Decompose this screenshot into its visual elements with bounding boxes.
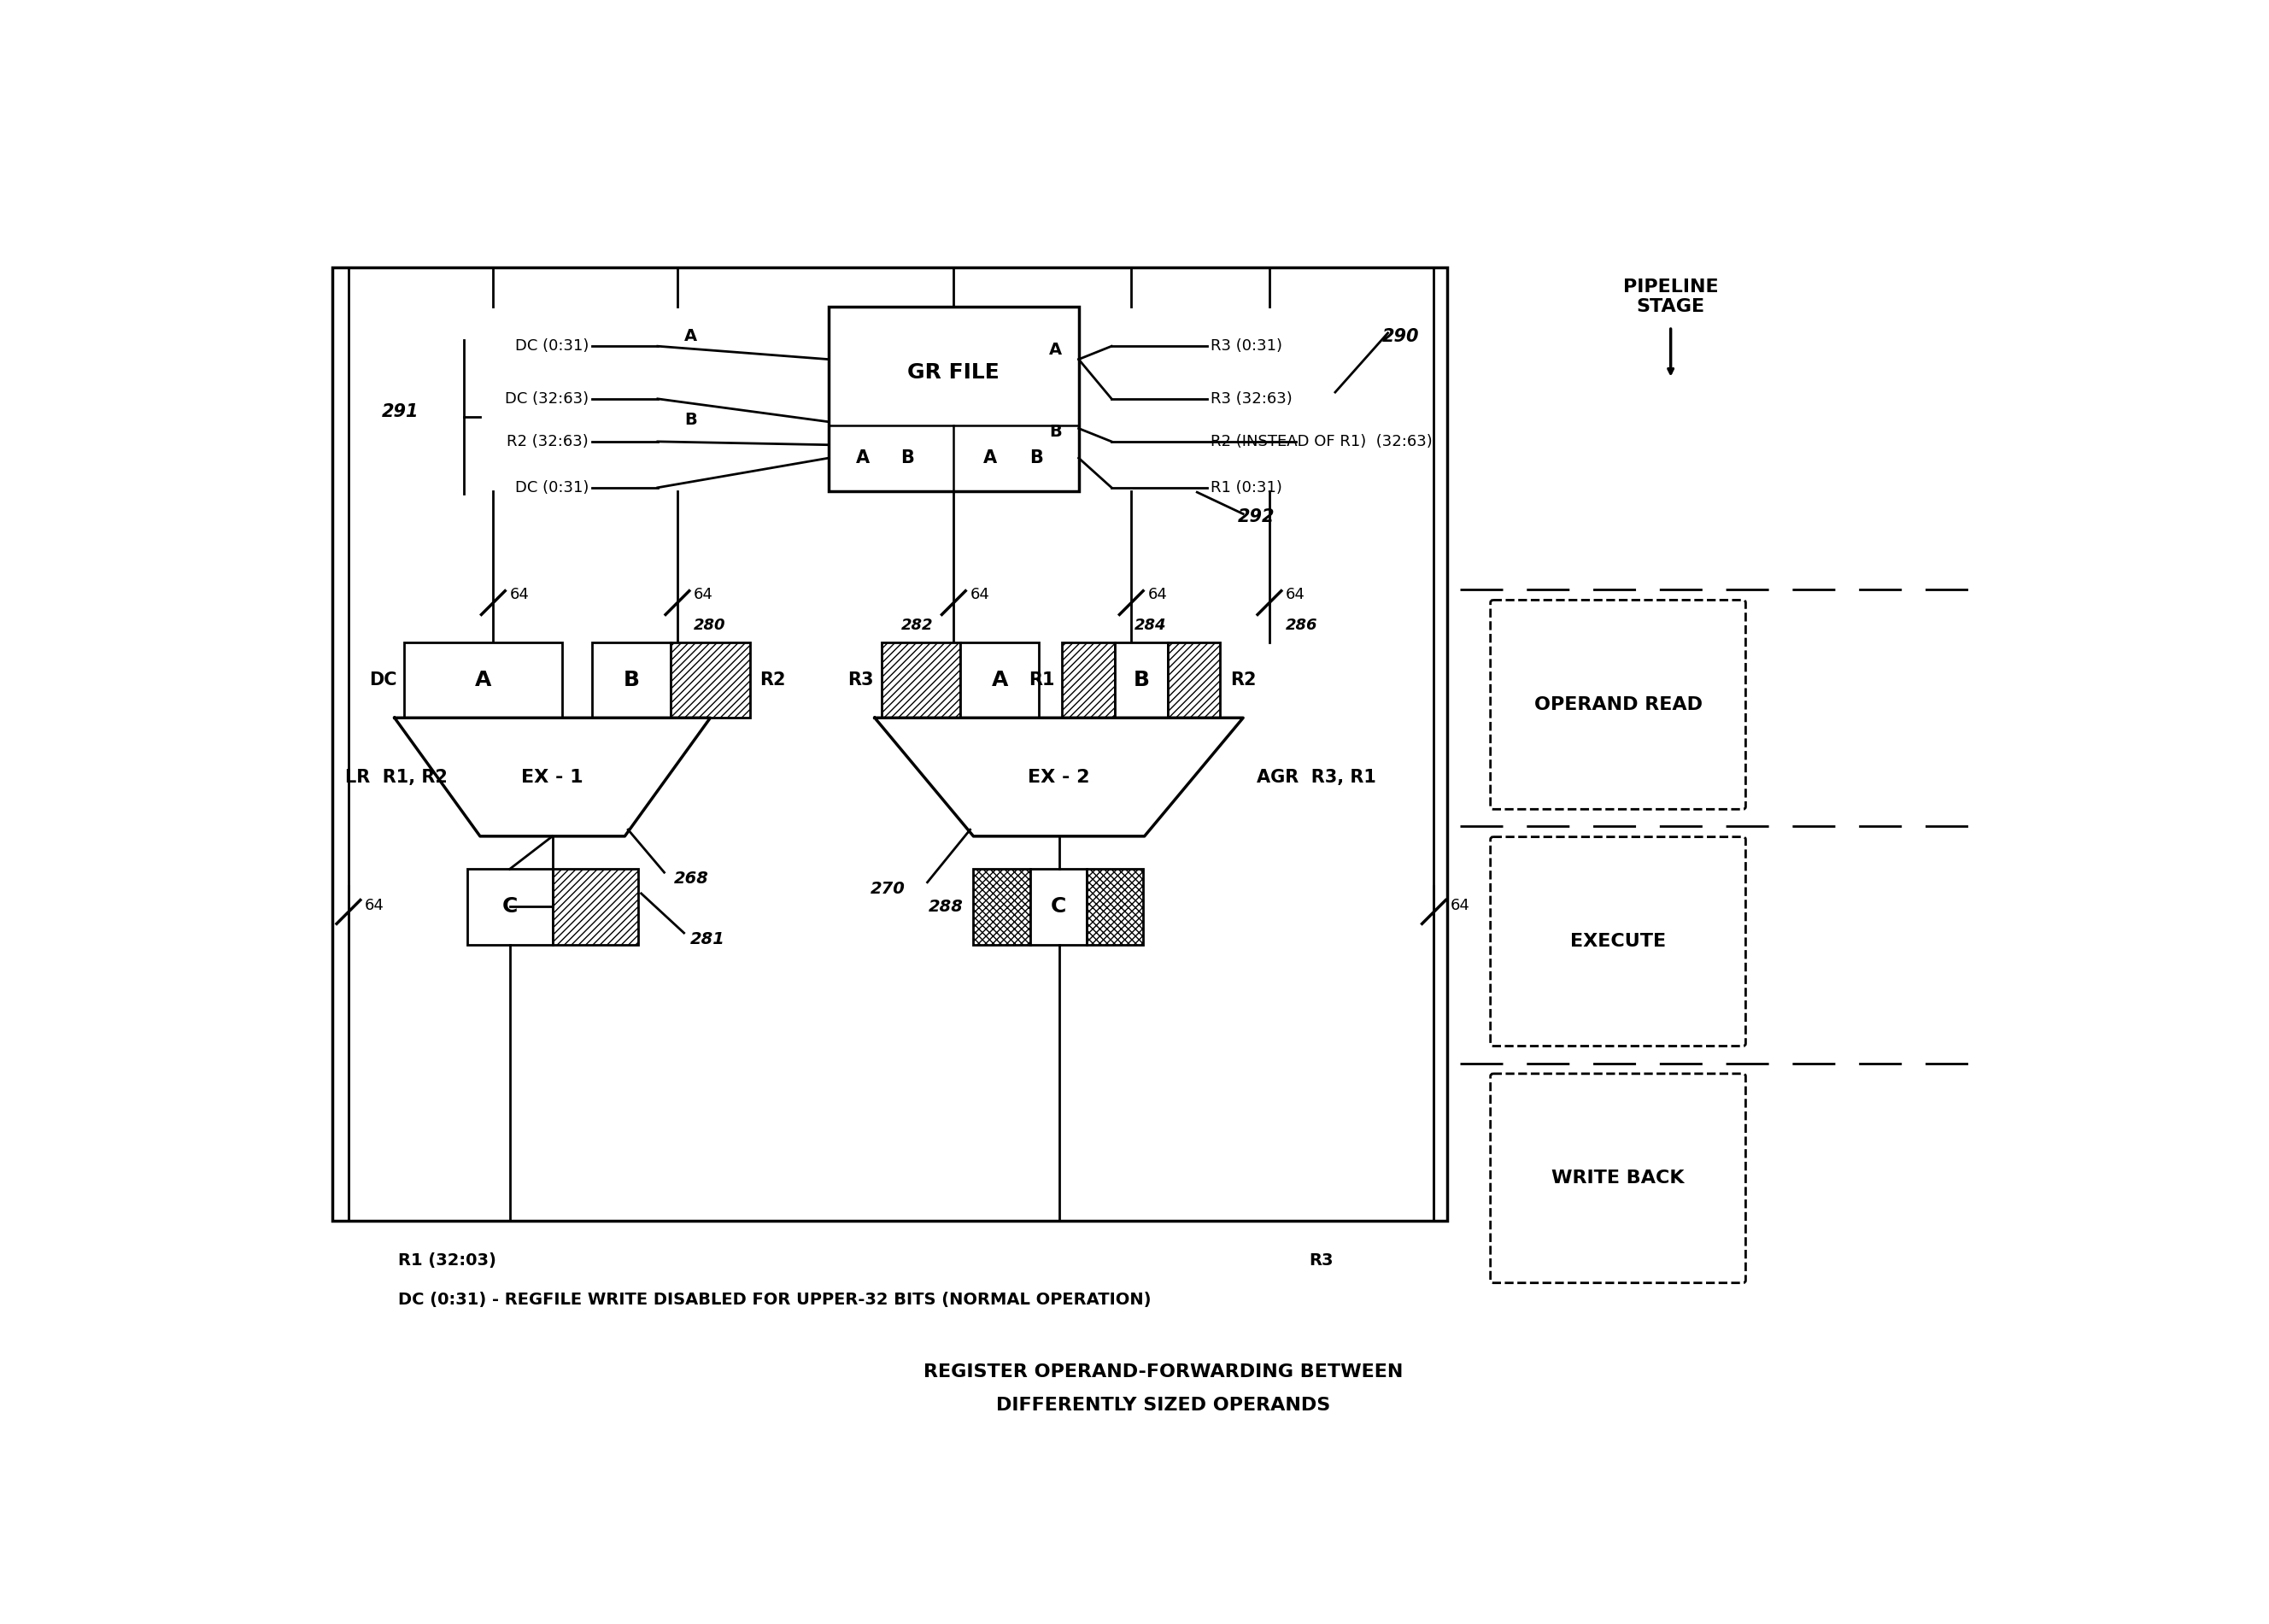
Text: 282: 282 (901, 619, 933, 633)
Bar (551, 869, 638, 945)
Text: 64: 64 (971, 588, 989, 603)
Text: DC: DC (370, 671, 397, 689)
Bar (1169, 641, 1221, 718)
Text: OPERAND READ: OPERAND READ (1534, 697, 1702, 713)
Text: EXECUTE: EXECUTE (1570, 932, 1665, 950)
Text: A: A (683, 328, 697, 344)
Text: 64: 64 (694, 588, 712, 603)
Text: 284: 284 (1134, 619, 1166, 633)
Text: R3: R3 (846, 671, 874, 689)
Text: EX - 1: EX - 1 (522, 768, 583, 786)
Text: B: B (624, 669, 640, 690)
Text: LR  R1, R2: LR R1, R2 (345, 768, 447, 786)
Text: C: C (501, 896, 517, 918)
Text: 64: 64 (1148, 588, 1166, 603)
Text: R2 (32:63): R2 (32:63) (506, 434, 588, 450)
Text: 292: 292 (1237, 508, 1275, 526)
Bar (1030, 869, 1087, 945)
Text: PIPELINE
STAGE: PIPELINE STAGE (1622, 278, 1718, 315)
FancyBboxPatch shape (1491, 1073, 1745, 1283)
Text: B: B (685, 412, 697, 429)
Text: 270: 270 (871, 880, 905, 896)
Bar (828, 307, 1078, 490)
Bar (1087, 869, 1144, 945)
Bar (880, 641, 960, 718)
Text: 280: 280 (694, 619, 726, 633)
Text: R2: R2 (760, 671, 785, 689)
Text: 64: 64 (1450, 898, 1470, 913)
Text: DC (32:63): DC (32:63) (504, 391, 588, 406)
Bar (672, 641, 749, 718)
Text: WRITE BACK: WRITE BACK (1552, 1169, 1684, 1187)
FancyBboxPatch shape (1491, 836, 1745, 1046)
Bar (1062, 641, 1114, 718)
Text: 64: 64 (511, 588, 529, 603)
Text: 288: 288 (928, 898, 964, 914)
Text: B: B (901, 450, 914, 466)
Bar (960, 641, 1039, 718)
Text: 286: 286 (1287, 619, 1318, 633)
Text: REGISTER OPERAND-FORWARDING BETWEEN: REGISTER OPERAND-FORWARDING BETWEEN (923, 1364, 1402, 1380)
Bar (973, 869, 1030, 945)
Text: A: A (982, 450, 996, 466)
Text: R3: R3 (1309, 1252, 1334, 1268)
FancyBboxPatch shape (1491, 601, 1745, 809)
Bar (592, 641, 672, 718)
Bar (404, 641, 563, 718)
Text: DC (0:31) - REGFILE WRITE DISABLED FOR UPPER-32 BITS (NORMAL OPERATION): DC (0:31) - REGFILE WRITE DISABLED FOR U… (397, 1291, 1150, 1307)
Text: 291: 291 (381, 403, 417, 421)
Text: R1: R1 (1028, 671, 1055, 689)
Text: 64: 64 (1287, 588, 1305, 603)
Text: 290: 290 (1382, 328, 1420, 344)
Text: DC (0:31): DC (0:31) (515, 338, 588, 354)
Text: R2 (INSTEAD OF R1)  (32:63): R2 (INSTEAD OF R1) (32:63) (1209, 434, 1432, 450)
Text: DIFFERENTLY SIZED OPERANDS: DIFFERENTLY SIZED OPERANDS (996, 1397, 1330, 1415)
Text: 281: 281 (690, 932, 726, 948)
Text: AGR  R3, R1: AGR R3, R1 (1257, 768, 1375, 786)
Text: 268: 268 (674, 870, 708, 887)
Text: R2: R2 (1230, 671, 1257, 689)
Text: B: B (1132, 669, 1150, 690)
Text: GR FILE: GR FILE (908, 362, 1001, 383)
Text: A: A (992, 669, 1007, 690)
Text: B: B (1030, 450, 1044, 466)
Text: A: A (1048, 341, 1062, 357)
Text: R3 (0:31): R3 (0:31) (1209, 338, 1282, 354)
Text: R3 (32:63): R3 (32:63) (1209, 391, 1291, 406)
Text: R1 (0:31): R1 (0:31) (1209, 481, 1282, 495)
Bar (1114, 641, 1169, 718)
Text: EX - 2: EX - 2 (1028, 768, 1089, 786)
Text: 64: 64 (365, 898, 383, 913)
Text: DC (0:31): DC (0:31) (515, 481, 588, 495)
Text: C: C (1051, 896, 1066, 918)
Bar (467, 869, 551, 945)
Text: A: A (474, 669, 492, 690)
Text: B: B (1048, 424, 1062, 440)
Text: R1 (32:03): R1 (32:03) (397, 1252, 497, 1268)
Text: A: A (855, 450, 869, 466)
Bar (331, 268, 1448, 1221)
